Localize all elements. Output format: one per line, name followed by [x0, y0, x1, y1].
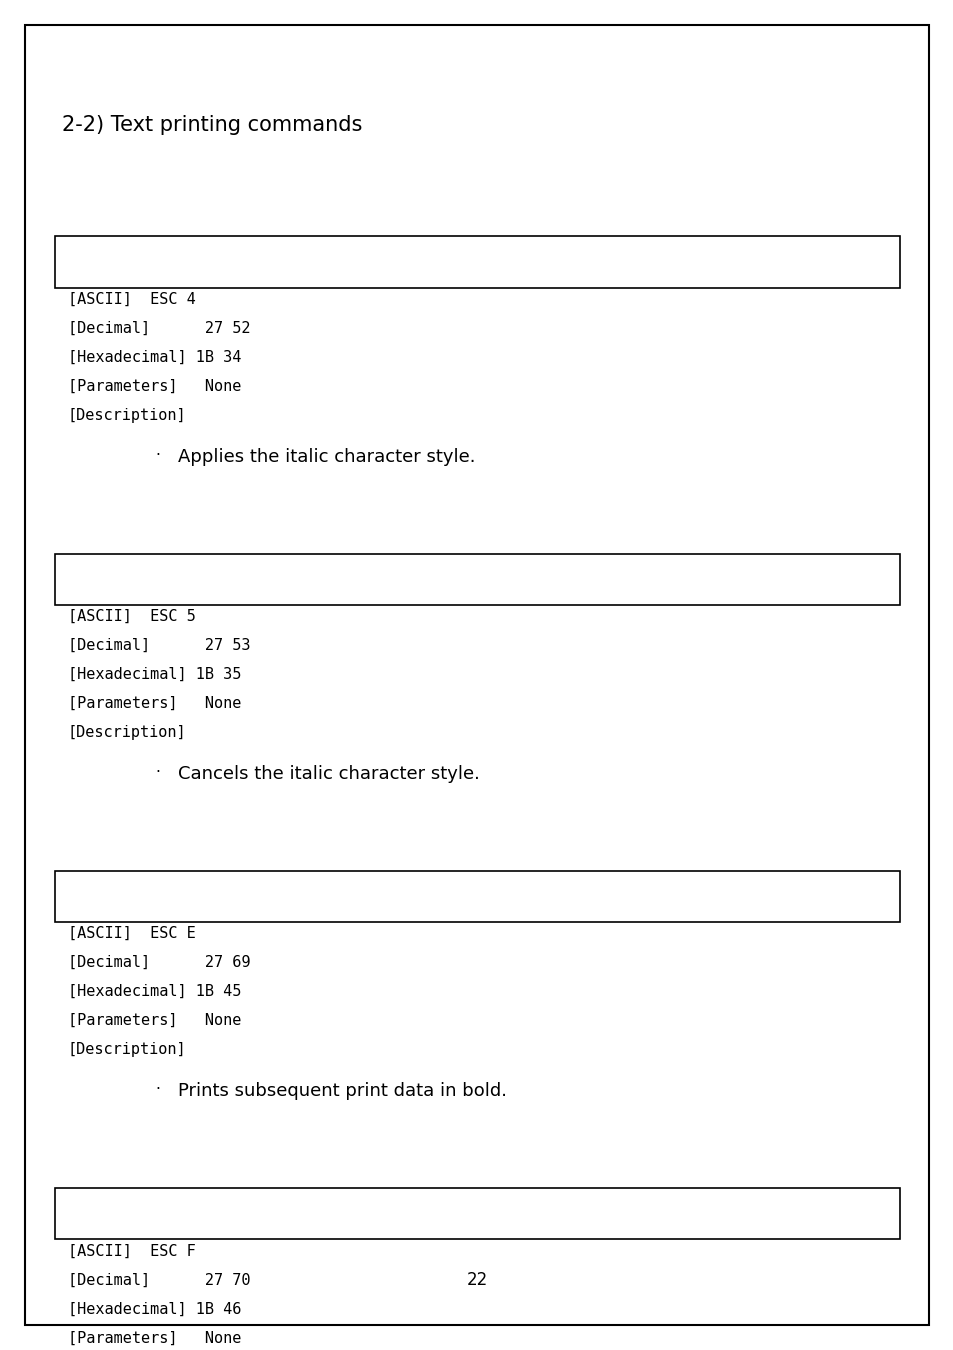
- Text: Applies the italic character style.: Applies the italic character style.: [178, 448, 475, 466]
- Text: [ASCII]  ESC F: [ASCII] ESC F: [68, 1243, 195, 1258]
- Text: [Hexadecimal] 1B 35: [Hexadecimal] 1B 35: [68, 667, 241, 682]
- Text: Prints subsequent print data in bold.: Prints subsequent print data in bold.: [178, 1083, 506, 1100]
- Text: 2-2) Text printing commands: 2-2) Text printing commands: [62, 115, 362, 135]
- Text: 22: 22: [466, 1272, 487, 1289]
- Text: ·: ·: [154, 1083, 160, 1098]
- Text: [Description]: [Description]: [68, 408, 187, 423]
- Text: ·: ·: [154, 765, 160, 780]
- Text: [ASCII]  ESC E: [ASCII] ESC E: [68, 926, 195, 941]
- Text: [Parameters]   None: [Parameters] None: [68, 1331, 241, 1346]
- Text: [Decimal]      27 69: [Decimal] 27 69: [68, 956, 251, 971]
- Text: [Decimal]      27 52: [Decimal] 27 52: [68, 321, 251, 336]
- Text: [Parameters]   None: [Parameters] None: [68, 1012, 241, 1029]
- Text: [ASCII]  ESC 4: [ASCII] ESC 4: [68, 292, 195, 306]
- Text: Cancels the italic character style.: Cancels the italic character style.: [178, 765, 479, 783]
- Text: [Parameters]   None: [Parameters] None: [68, 379, 241, 394]
- Text: [Hexadecimal] 1B 46: [Hexadecimal] 1B 46: [68, 1301, 241, 1316]
- Text: [Decimal]      27 53: [Decimal] 27 53: [68, 639, 251, 653]
- Text: [Decimal]      27 70: [Decimal] 27 70: [68, 1272, 251, 1288]
- Text: [Parameters]   None: [Parameters] None: [68, 697, 241, 711]
- Text: [Hexadecimal] 1B 34: [Hexadecimal] 1B 34: [68, 350, 241, 365]
- Text: ·: ·: [154, 448, 160, 463]
- Text: [Description]: [Description]: [68, 1042, 187, 1057]
- Text: [Hexadecimal] 1B 45: [Hexadecimal] 1B 45: [68, 984, 241, 999]
- Text: [Description]: [Description]: [68, 725, 187, 740]
- Text: [ASCII]  ESC 5: [ASCII] ESC 5: [68, 609, 195, 624]
